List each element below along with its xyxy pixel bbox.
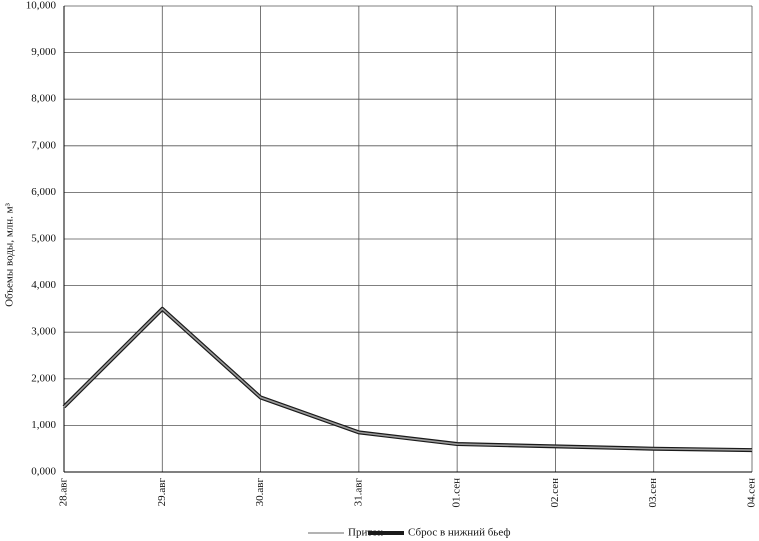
y-tick-label: 7,000 [31,139,56,151]
x-tick-label: 01.сен [451,478,463,508]
legend-label: Сброс в нижний бьеф [408,527,510,539]
y-tick-label: 3,000 [31,326,56,338]
x-tick-label: 31.авг [352,478,364,507]
series-line [62,306,753,453]
legend-label: Приток [348,527,383,539]
y-tick-label: 8,000 [31,93,56,105]
y-tick-label: 6,000 [31,186,56,198]
x-tick-label: 04.сен [746,478,758,508]
y-tick-label: 0,000 [31,466,56,478]
y-tick-label: 5,000 [31,233,56,245]
x-tick-label: 29.авг [156,478,168,507]
series-line [63,308,753,451]
y-tick-label: 9,000 [31,46,56,58]
x-tick-label: 03.сен [647,478,659,508]
y-tick-label: 2,000 [31,372,56,384]
x-tick-label: 02.сен [549,478,561,508]
y-axis-label: Объемы воды, млн. м³ [4,202,16,307]
y-tick-label: 1,000 [31,419,56,431]
y-tick-label: 10,000 [26,0,57,12]
x-tick-label: 28.авг [58,478,70,507]
y-tick-label: 4,000 [31,279,56,291]
x-tick-label: 30.авг [254,478,266,507]
